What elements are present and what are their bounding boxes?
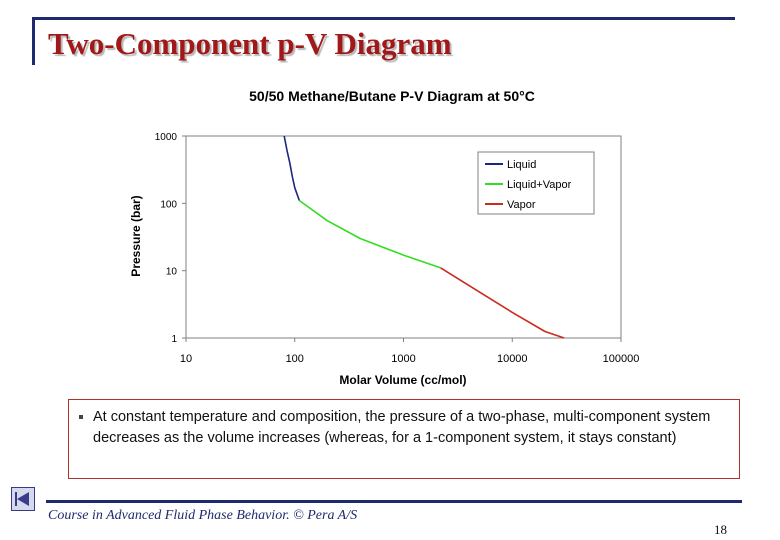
page-number: 18 [714, 522, 727, 537]
footer-text: Course in Advanced Fluid Phase Behavior.… [48, 508, 358, 523]
previous-slide-button[interactable] [11, 487, 35, 511]
title-frame-left [32, 17, 35, 65]
pv-diagram-chart: 50/50 Methane/Butane P-V Diagram at 50°C… [129, 88, 640, 387]
chart-legend: Liquid Liquid+Vapor Vapor [477, 151, 595, 215]
footer-divider [46, 500, 742, 503]
x-tick-label: 10 [180, 353, 192, 365]
bullet-marker [79, 415, 83, 419]
chart-series-layer [283, 135, 565, 339]
series-line-liquid [283, 135, 301, 201]
chart-title: 50/50 Methane/Butane P-V Diagram at 50°C [249, 88, 535, 104]
y-tick-label: 1 [171, 334, 177, 345]
y-tick-label: 100 [160, 199, 177, 210]
x-tick-label: 1000 [391, 353, 415, 365]
series-line-vapor [440, 267, 565, 339]
y-tick-label: 10 [166, 267, 178, 278]
legend-label-vapor: Vapor [507, 199, 536, 211]
x-tick-label: 10000 [497, 353, 528, 365]
title-frame-top [32, 17, 735, 20]
series-line-liquid-vapor [298, 199, 441, 269]
x-tick-label: 100000 [603, 353, 640, 365]
x-tick-label: 100 [286, 353, 304, 365]
legend-label-liquid: Liquid [507, 159, 536, 171]
bullet-box: At constant temperature and composition,… [68, 399, 740, 479]
legend-label-liquid-vapor: Liquid+Vapor [507, 179, 572, 191]
slide-title: Two-Component p-V Diagram [48, 26, 452, 61]
bullet-text: At constant temperature and composition,… [93, 409, 711, 446]
previous-slide-icon [15, 492, 29, 506]
y-tick-label: 1000 [155, 132, 178, 143]
y-axis-label: Pressure (bar) [129, 195, 143, 276]
x-axis-label: Molar Volume (cc/mol) [339, 373, 466, 387]
